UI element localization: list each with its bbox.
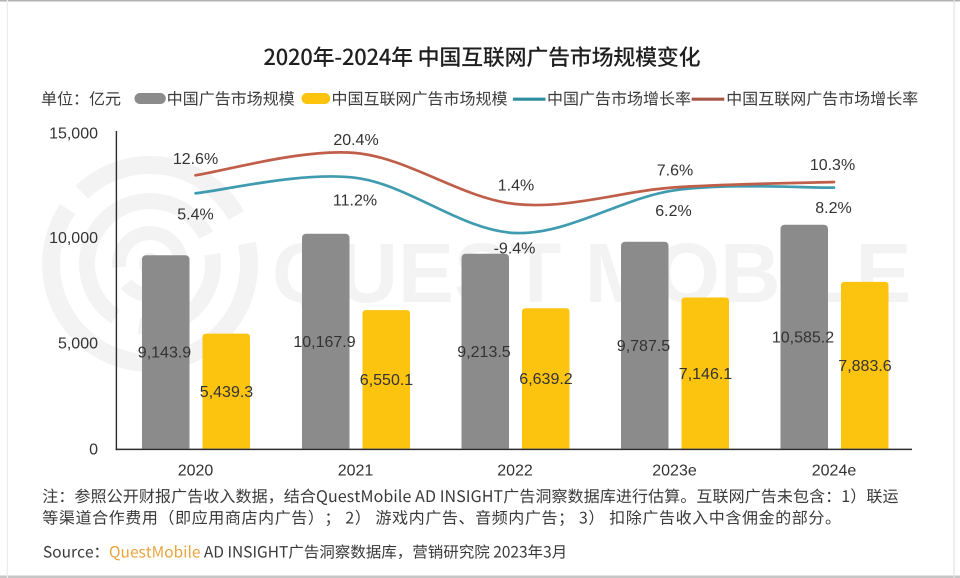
svg-text:6,639.2: 6,639.2 <box>519 371 572 388</box>
svg-text:7,883.6: 7,883.6 <box>838 358 891 375</box>
svg-text:6,550.1: 6,550.1 <box>360 372 413 389</box>
svg-text:7,146.1: 7,146.1 <box>679 366 732 383</box>
svg-text:0: 0 <box>89 441 98 458</box>
svg-text:8.2%: 8.2% <box>815 200 851 217</box>
svg-text:20.4%: 20.4% <box>333 132 378 149</box>
svg-text:1.4%: 1.4% <box>498 177 534 194</box>
svg-text:10,167.9: 10,167.9 <box>293 334 355 351</box>
svg-text:7.6%: 7.6% <box>657 162 693 179</box>
svg-text:15,000: 15,000 <box>49 126 98 143</box>
svg-text:2021: 2021 <box>338 463 374 480</box>
svg-text:10.3%: 10.3% <box>810 157 855 174</box>
svg-text:9,143.9: 9,143.9 <box>138 345 191 362</box>
svg-text:6.2%: 6.2% <box>655 203 691 220</box>
svg-text:5.4%: 5.4% <box>177 206 213 223</box>
svg-text:9,787.5: 9,787.5 <box>617 338 670 355</box>
svg-text:12.6%: 12.6% <box>173 151 218 168</box>
svg-text:10,585.2: 10,585.2 <box>772 330 834 347</box>
svg-text:2023e: 2023e <box>652 463 697 480</box>
svg-text:9,213.5: 9,213.5 <box>457 344 510 361</box>
svg-text:2020: 2020 <box>178 463 214 480</box>
svg-text:-9.4%: -9.4% <box>494 240 536 257</box>
svg-text:2022: 2022 <box>497 463 533 480</box>
svg-text:10,000: 10,000 <box>49 230 98 247</box>
svg-text:2024e: 2024e <box>812 463 857 480</box>
svg-text:5,000: 5,000 <box>58 336 98 353</box>
svg-text:11.2%: 11.2% <box>333 192 377 209</box>
svg-text:5,439.3: 5,439.3 <box>200 384 253 401</box>
